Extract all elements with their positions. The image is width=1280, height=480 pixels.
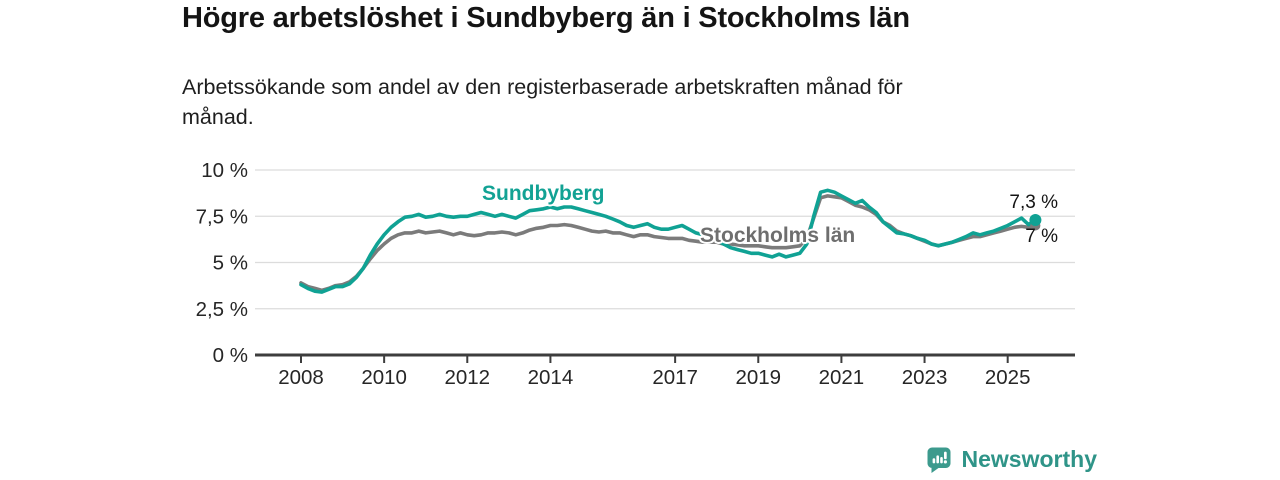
series-end-dot-sundbyberg [1029, 213, 1042, 226]
y-tick-label: 0 % [213, 344, 248, 367]
chart-subtitle: Arbetssökande som andel av den registerb… [182, 75, 903, 129]
x-tick-label: 2008 [278, 366, 324, 389]
series-label-sundbyberg: Sundbyberg [482, 182, 605, 205]
y-tick-label: 10 % [201, 159, 248, 182]
x-tick-label: 2023 [902, 366, 948, 389]
chart-title: Högre arbetslöshet i Sundbyberg än i Sto… [182, 2, 910, 34]
newsworthy-logo[interactable]: Newsworthy [925, 445, 1097, 473]
x-tick-label: 2017 [652, 366, 698, 389]
y-tick-label: 5 % [213, 252, 248, 275]
x-tick-label: 2012 [444, 366, 490, 389]
y-tick-label: 7,5 % [196, 205, 248, 228]
newsworthy-logo-icon [925, 445, 953, 473]
y-tick-label: 2,5 % [196, 298, 248, 321]
series-line-stockholm [299, 194, 1038, 293]
x-tick-label: 2019 [735, 366, 781, 389]
x-tick-label: 2025 [985, 366, 1031, 389]
end-value-stockholm: 7 % [1025, 226, 1058, 247]
series-line-sundbyberg [299, 188, 1038, 294]
end-value-sundbyberg: 7,3 % [1009, 192, 1058, 213]
x-tick-label: 2014 [528, 366, 574, 389]
series-label-stockholm: Stockholms län [700, 224, 856, 247]
brand-name: Newsworthy [961, 445, 1097, 472]
x-tick-label: 2010 [361, 366, 407, 389]
x-tick-label: 2021 [819, 366, 865, 389]
